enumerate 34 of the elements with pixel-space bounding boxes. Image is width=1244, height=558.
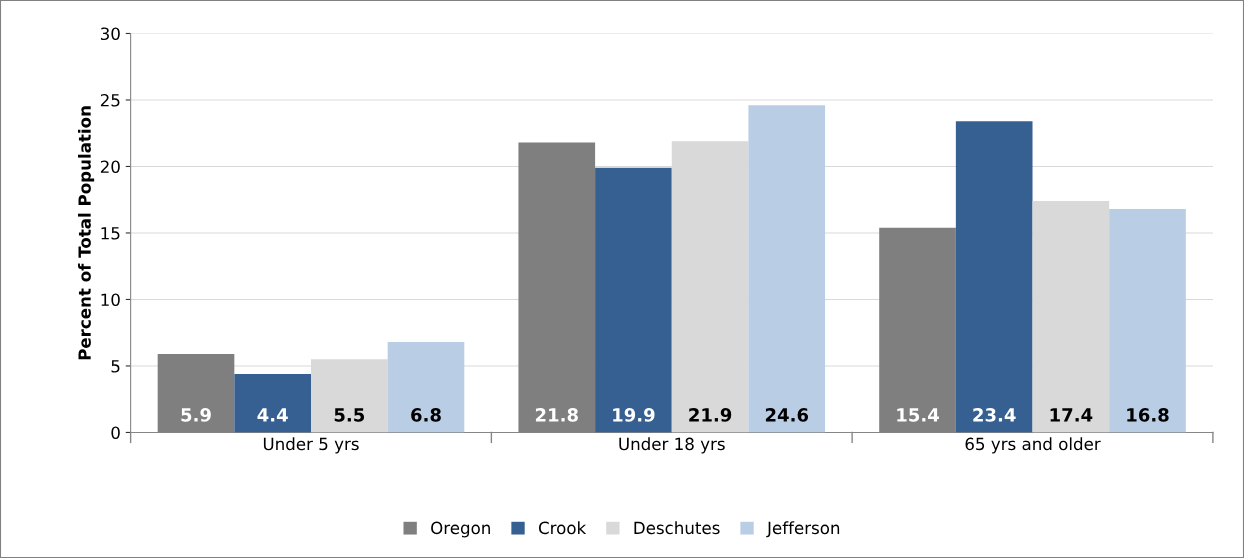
y-tick-label: 20: [100, 160, 120, 174]
y-tick-label: 10: [101, 293, 120, 307]
data-label: 24.6: [765, 408, 809, 422]
bar: [748, 105, 826, 433]
bar: [1032, 201, 1110, 433]
data-label: 17.4: [1050, 408, 1093, 422]
data-label: 5.5: [334, 408, 365, 422]
y-tick-label: 25: [100, 93, 120, 107]
bar: [234, 373, 311, 433]
bar: [595, 167, 672, 433]
data-label: 4.4: [257, 408, 288, 422]
data-label: 21.9: [689, 408, 732, 422]
y-tick-label: 30: [100, 27, 120, 41]
x-tick-label: Under 18 yrs: [619, 437, 725, 454]
data-label: 6.8: [411, 408, 441, 422]
x-tick-label: Under 5 yrs: [263, 437, 359, 454]
bar: [387, 342, 465, 433]
data-label: 5.9: [181, 408, 211, 422]
data-label: 21.8: [535, 408, 578, 422]
y-tick-label: 0: [111, 426, 120, 440]
y-tick-label: 15: [101, 227, 120, 240]
bar: [1109, 209, 1186, 433]
x-tick-label: 65 yrs and older: [965, 437, 1101, 454]
y-axis-title: Percent of Total Population: [78, 106, 95, 360]
data-label: 23.4: [973, 408, 1016, 422]
legend-label: Jefferson: [766, 521, 840, 538]
legend-label: Deschutes: [634, 521, 720, 535]
data-label: 15.4: [897, 408, 939, 422]
legend-label: Crook: [538, 521, 587, 535]
y-tick-label: 5: [111, 360, 120, 373]
legend-label: Oregon: [431, 521, 490, 538]
bar: [955, 121, 1033, 433]
data-label: 16.8: [1127, 408, 1169, 422]
data-label: 19.9: [613, 408, 655, 422]
